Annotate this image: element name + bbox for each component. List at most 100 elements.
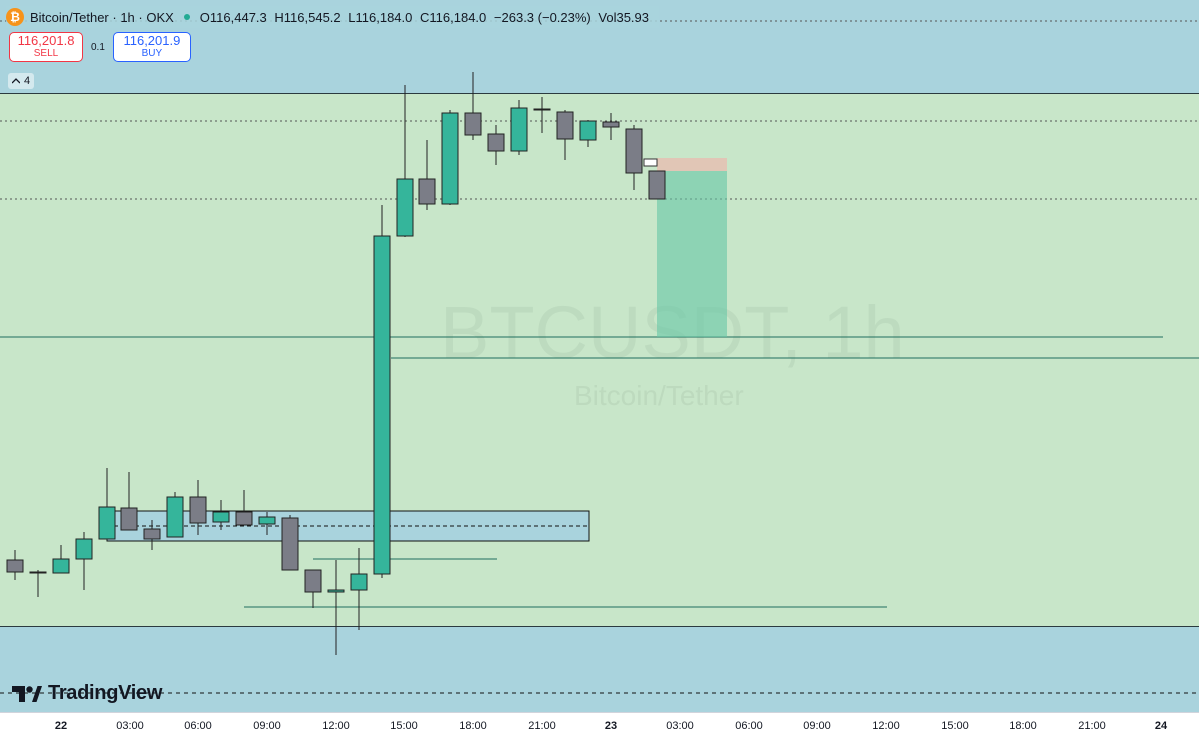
candle[interactable]: [464, 72, 482, 140]
candle[interactable]: [533, 97, 551, 133]
candle[interactable]: [579, 120, 597, 147]
candle-body: [510, 107, 528, 152]
trade-panel: 116,201.8 SELL 0.1 116,201.9 BUY: [9, 32, 191, 62]
candle-body: [52, 558, 70, 574]
candle-body: [487, 133, 505, 152]
time-tick-label: 09:00: [253, 720, 281, 732]
time-tick-label: 06:00: [184, 720, 212, 732]
time-tick-label: 15:00: [390, 720, 418, 732]
candle-body: [235, 511, 253, 526]
time-tick-label: 12:00: [872, 720, 900, 732]
time-tick-label: 09:00: [803, 720, 831, 732]
buy-price: 116,201.9: [123, 33, 181, 48]
candle-body: [258, 516, 276, 525]
tradingview-logo-icon: [12, 685, 42, 702]
time-tick-label: 12:00: [322, 720, 350, 732]
candle-body: [98, 506, 116, 540]
candle[interactable]: [143, 520, 161, 550]
candle-body: [418, 178, 436, 205]
position-entry-marker: [643, 158, 658, 167]
candle[interactable]: [487, 125, 505, 165]
candle-body: [396, 178, 414, 237]
time-axis[interactable]: 22 03:00 06:00 09:00 12:00 15:00 18:00 21:00 23 0…: [0, 712, 1199, 738]
candle-body: [579, 120, 597, 141]
candle-body: [350, 573, 368, 591]
candle-body: [75, 538, 93, 560]
candle[interactable]: [98, 468, 116, 540]
position-target-zone: [657, 171, 727, 337]
candle[interactable]: [350, 548, 368, 630]
candle-body: [464, 112, 482, 136]
symbol-title[interactable]: Bitcoin/Tether · 1h · OKX: [30, 9, 174, 25]
candle[interactable]: [327, 560, 345, 655]
sell-label: SELL: [33, 48, 59, 59]
buy-label: BUY: [141, 48, 163, 59]
candle-body: [29, 571, 47, 574]
spread-value: 0.1: [91, 41, 105, 53]
time-tick-label: 23: [604, 720, 618, 732]
candle-body: [441, 112, 459, 205]
candle[interactable]: [625, 125, 643, 190]
candle[interactable]: [189, 480, 207, 535]
candle-body: [166, 496, 184, 538]
candle-body: [189, 496, 207, 524]
sell-button[interactable]: 116,201.8 SELL: [9, 32, 83, 62]
market-status-icon[interactable]: [183, 14, 190, 20]
indicators-count: 4: [24, 75, 31, 87]
indicators-collapse-button[interactable]: 4: [8, 73, 35, 89]
tradingview-logo[interactable]: TradingView: [12, 682, 162, 705]
time-tick-label: 18:00: [1009, 720, 1037, 732]
candle[interactable]: [281, 515, 299, 571]
time-tick-label: 24: [1154, 720, 1168, 732]
candle[interactable]: [235, 490, 253, 526]
chevron-up-icon: [12, 78, 20, 84]
volume-value: Vol35.93: [598, 9, 649, 25]
symbol-legend[interactable]: ₿ Bitcoin/Tether · 1h · OKX O116,447.3 H…: [6, 6, 659, 28]
candle-body: [281, 517, 299, 571]
time-tick-label: 15:00: [941, 720, 969, 732]
candles-group: [6, 72, 666, 655]
candle[interactable]: [556, 110, 574, 160]
candle-body: [602, 121, 620, 128]
candle[interactable]: [52, 545, 70, 574]
candle-body: [6, 559, 24, 573]
candle[interactable]: [510, 100, 528, 155]
candle[interactable]: [6, 550, 24, 580]
bitcoin-logo-icon: ₿: [6, 8, 24, 26]
candle[interactable]: [120, 472, 138, 531]
watermark-name: Bitcoin/Tether: [574, 380, 744, 411]
candle-body: [143, 528, 161, 540]
candle[interactable]: [373, 205, 391, 578]
time-tick-label: 21:00: [528, 720, 556, 732]
candle[interactable]: [304, 569, 322, 608]
candle[interactable]: [258, 512, 276, 535]
candle[interactable]: [166, 492, 184, 538]
sell-price: 116,201.8: [17, 33, 75, 48]
candle[interactable]: [212, 500, 230, 530]
candle[interactable]: [648, 170, 666, 200]
ohlc-low: L116,184.0: [348, 9, 413, 25]
tradingview-wordmark: TradingView: [48, 682, 163, 704]
candle-body: [625, 128, 643, 174]
candle-body: [304, 569, 322, 593]
lower-zone: [0, 627, 1199, 712]
position-stop-zone: [657, 158, 727, 171]
time-tick-label: 06:00: [735, 720, 763, 732]
candle[interactable]: [441, 110, 459, 205]
candle-body: [120, 507, 138, 531]
candle[interactable]: [418, 140, 436, 210]
ohlc-change: −263.3 (−0.23%): [493, 9, 591, 25]
time-tick-label: 18:00: [459, 720, 487, 732]
candle[interactable]: [396, 85, 414, 237]
candle[interactable]: [75, 532, 93, 590]
candle-body: [212, 511, 230, 523]
candle[interactable]: [29, 570, 47, 597]
candlestick-plot[interactable]: [0, 0, 1199, 712]
candle[interactable]: [602, 113, 620, 140]
candle-body: [327, 589, 345, 593]
ohlc-close: C116,184.0: [420, 9, 487, 25]
time-tick-label: 03:00: [116, 720, 144, 732]
time-tick-label: 21:00: [1078, 720, 1106, 732]
buy-button[interactable]: 116,201.9 BUY: [112, 32, 191, 62]
